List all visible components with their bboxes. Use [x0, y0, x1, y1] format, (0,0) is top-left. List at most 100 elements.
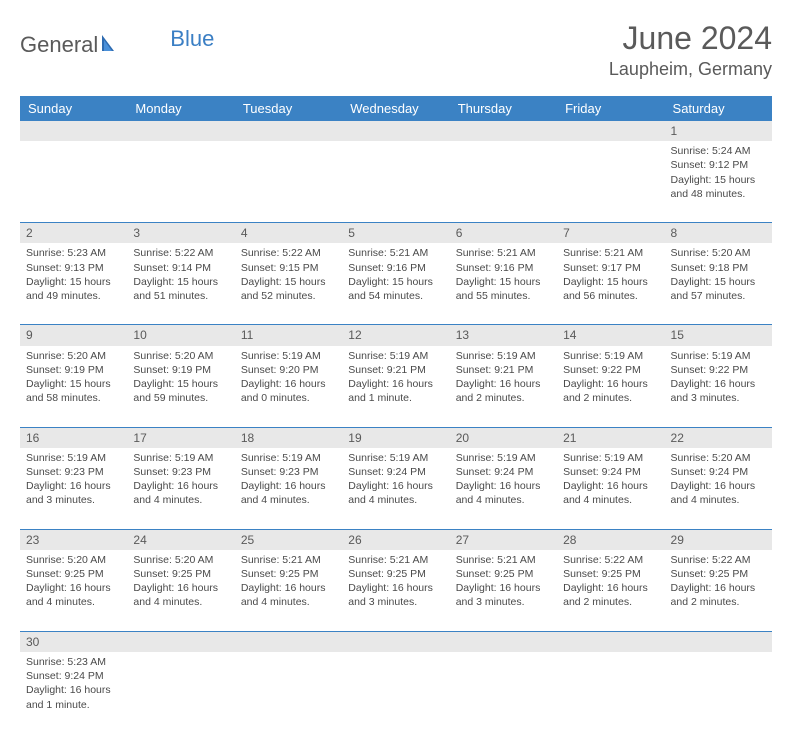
day-cell: Sunrise: 5:19 AMSunset: 9:23 PMDaylight:… [127, 448, 234, 530]
day-number: 28 [557, 529, 664, 550]
daylight-text: Daylight: 15 hours and 54 minutes. [348, 275, 443, 303]
daylight-text: Daylight: 15 hours and 51 minutes. [133, 275, 228, 303]
daylight-text: Daylight: 16 hours and 3 minutes. [348, 581, 443, 609]
sunset-text: Sunset: 9:13 PM [26, 261, 121, 275]
day-number: 27 [450, 529, 557, 550]
day-number [665, 631, 772, 652]
day-number: 11 [235, 325, 342, 346]
sunset-text: Sunset: 9:25 PM [241, 567, 336, 581]
day-cell [235, 652, 342, 733]
day-number [450, 631, 557, 652]
day-number: 23 [20, 529, 127, 550]
sunrise-text: Sunrise: 5:20 AM [133, 349, 228, 363]
day-number: 29 [665, 529, 772, 550]
daylight-text: Daylight: 15 hours and 49 minutes. [26, 275, 121, 303]
day-number: 6 [450, 223, 557, 244]
day-number: 12 [342, 325, 449, 346]
daylight-text: Daylight: 16 hours and 0 minutes. [241, 377, 336, 405]
day-cell: Sunrise: 5:19 AMSunset: 9:21 PMDaylight:… [342, 346, 449, 428]
day-cell [450, 652, 557, 733]
dayname-fri: Friday [557, 96, 664, 121]
day-cell: Sunrise: 5:20 AMSunset: 9:24 PMDaylight:… [665, 448, 772, 530]
day-cell: Sunrise: 5:21 AMSunset: 9:16 PMDaylight:… [342, 243, 449, 325]
day-number [127, 121, 234, 141]
day-cell: Sunrise: 5:20 AMSunset: 9:25 PMDaylight:… [20, 550, 127, 632]
day-number: 26 [342, 529, 449, 550]
sunrise-text: Sunrise: 5:19 AM [563, 349, 658, 363]
day-cell: Sunrise: 5:19 AMSunset: 9:22 PMDaylight:… [557, 346, 664, 428]
sunset-text: Sunset: 9:16 PM [456, 261, 551, 275]
dayname-wed: Wednesday [342, 96, 449, 121]
sunrise-text: Sunrise: 5:22 AM [241, 246, 336, 260]
day-number: 30 [20, 631, 127, 652]
sunrise-text: Sunrise: 5:22 AM [133, 246, 228, 260]
day-number [450, 121, 557, 141]
day-number [557, 121, 664, 141]
day-cell: Sunrise: 5:19 AMSunset: 9:21 PMDaylight:… [450, 346, 557, 428]
sunset-text: Sunset: 9:25 PM [563, 567, 658, 581]
daylight-text: Daylight: 16 hours and 1 minute. [348, 377, 443, 405]
day-number: 8 [665, 223, 772, 244]
week-row: Sunrise: 5:23 AMSunset: 9:13 PMDaylight:… [20, 243, 772, 325]
week-row: Sunrise: 5:24 AMSunset: 9:12 PMDaylight:… [20, 141, 772, 223]
sunrise-text: Sunrise: 5:21 AM [456, 553, 551, 567]
day-cell: Sunrise: 5:19 AMSunset: 9:23 PMDaylight:… [20, 448, 127, 530]
day-number: 1 [665, 121, 772, 141]
day-number [127, 631, 234, 652]
week-row: Sunrise: 5:20 AMSunset: 9:25 PMDaylight:… [20, 550, 772, 632]
day-cell: Sunrise: 5:21 AMSunset: 9:17 PMDaylight:… [557, 243, 664, 325]
sunrise-text: Sunrise: 5:21 AM [348, 553, 443, 567]
day-cell: Sunrise: 5:20 AMSunset: 9:25 PMDaylight:… [127, 550, 234, 632]
day-cell: Sunrise: 5:22 AMSunset: 9:14 PMDaylight:… [127, 243, 234, 325]
day-cell: Sunrise: 5:21 AMSunset: 9:25 PMDaylight:… [450, 550, 557, 632]
day-number: 5 [342, 223, 449, 244]
daylight-text: Daylight: 16 hours and 2 minutes. [456, 377, 551, 405]
daylight-text: Daylight: 15 hours and 58 minutes. [26, 377, 121, 405]
sunrise-text: Sunrise: 5:21 AM [456, 246, 551, 260]
day-number: 13 [450, 325, 557, 346]
day-cell: Sunrise: 5:22 AMSunset: 9:25 PMDaylight:… [557, 550, 664, 632]
day-cell [127, 141, 234, 223]
sunset-text: Sunset: 9:23 PM [133, 465, 228, 479]
daylight-text: Daylight: 16 hours and 3 minutes. [26, 479, 121, 507]
sunrise-text: Sunrise: 5:19 AM [456, 349, 551, 363]
day-cell: Sunrise: 5:22 AMSunset: 9:15 PMDaylight:… [235, 243, 342, 325]
day-cell: Sunrise: 5:22 AMSunset: 9:25 PMDaylight:… [665, 550, 772, 632]
sunset-text: Sunset: 9:19 PM [26, 363, 121, 377]
daylight-text: Daylight: 16 hours and 2 minutes. [563, 581, 658, 609]
sunrise-text: Sunrise: 5:19 AM [241, 349, 336, 363]
day-number [342, 121, 449, 141]
day-number [342, 631, 449, 652]
logo-text-general: General [20, 32, 98, 58]
daylight-text: Daylight: 16 hours and 4 minutes. [133, 479, 228, 507]
sail-icon [100, 33, 122, 58]
day-number: 15 [665, 325, 772, 346]
daylight-text: Daylight: 16 hours and 3 minutes. [671, 377, 766, 405]
sunset-text: Sunset: 9:24 PM [456, 465, 551, 479]
sunset-text: Sunset: 9:14 PM [133, 261, 228, 275]
day-cell: Sunrise: 5:21 AMSunset: 9:25 PMDaylight:… [235, 550, 342, 632]
day-number: 24 [127, 529, 234, 550]
day-cell: Sunrise: 5:19 AMSunset: 9:24 PMDaylight:… [557, 448, 664, 530]
day-number-row: 1 [20, 121, 772, 141]
sunrise-text: Sunrise: 5:23 AM [26, 655, 121, 669]
sunrise-text: Sunrise: 5:23 AM [26, 246, 121, 260]
day-number: 16 [20, 427, 127, 448]
sunset-text: Sunset: 9:22 PM [563, 363, 658, 377]
sunset-text: Sunset: 9:24 PM [348, 465, 443, 479]
daylight-text: Daylight: 16 hours and 4 minutes. [456, 479, 551, 507]
daylight-text: Daylight: 15 hours and 52 minutes. [241, 275, 336, 303]
sunrise-text: Sunrise: 5:19 AM [26, 451, 121, 465]
day-number-row: 9101112131415 [20, 325, 772, 346]
daylight-text: Daylight: 16 hours and 4 minutes. [241, 479, 336, 507]
sunset-text: Sunset: 9:17 PM [563, 261, 658, 275]
sunset-text: Sunset: 9:22 PM [671, 363, 766, 377]
month-title: June 2024 [609, 20, 772, 57]
logo: General Blue [20, 32, 214, 58]
sunset-text: Sunset: 9:24 PM [563, 465, 658, 479]
day-number: 21 [557, 427, 664, 448]
day-number: 14 [557, 325, 664, 346]
day-cell: Sunrise: 5:20 AMSunset: 9:18 PMDaylight:… [665, 243, 772, 325]
day-cell: Sunrise: 5:19 AMSunset: 9:23 PMDaylight:… [235, 448, 342, 530]
week-row: Sunrise: 5:19 AMSunset: 9:23 PMDaylight:… [20, 448, 772, 530]
